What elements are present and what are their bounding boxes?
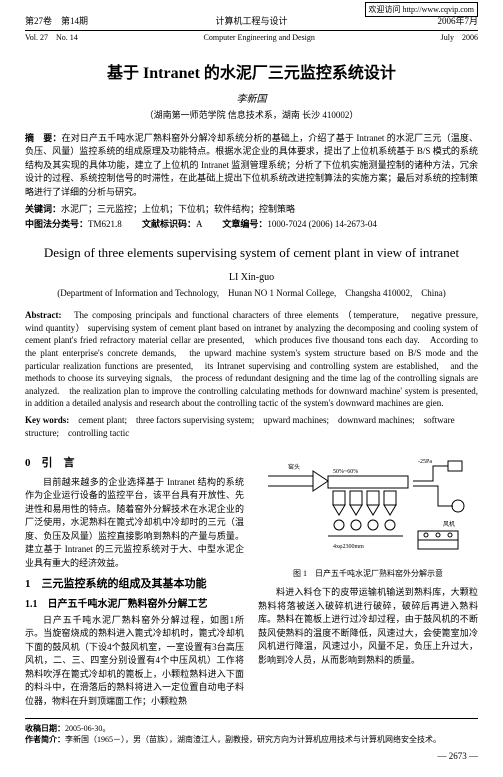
abstract-cn-text: 在对日产五千吨水泥厂熟料窑外分解冷却系统分析的基础上，介绍了基于 Intrane… xyxy=(25,133,478,197)
watermark-box: 欢迎访问 http://www.cqvip.com xyxy=(365,2,478,17)
footer-author: 李新国（1965－），男（苗族），湖南渣江人，副教授，研究方向为计算机应用技术与… xyxy=(65,735,441,744)
header-vol-cn: 第27卷 第14期 xyxy=(25,15,176,28)
fig-label-2: 4xφ2300mm xyxy=(333,544,364,550)
fig-label-1: 50%~60% xyxy=(333,469,358,475)
class-no: TM621.8 xyxy=(88,219,122,229)
page-number: — 2673 — xyxy=(25,750,478,763)
footer-author-line: 作者简介：李新国（1965－），男（苗族），湖南渣江人，副教授，研究方向为计算机… xyxy=(25,734,478,745)
footer-recv-label: 收稿日期： xyxy=(25,724,65,733)
abstract-en-block: Abstract: The composing principals and f… xyxy=(25,309,478,410)
author-en: LI Xin-guo xyxy=(25,271,478,285)
article-no-label: 文章编号： xyxy=(222,219,267,229)
classification-block: 中图法分类号：TM621.8 文献标识码：A 文章编号：1000-7024 (2… xyxy=(25,218,478,231)
abstract-en-label: Abstract: xyxy=(25,310,62,320)
keywords-cn-block: 关键词：水泥厂；三元监控；上位机；下位机；软件结构；控制策略 xyxy=(25,203,478,216)
left-column: 0 引 言 目前越来越多的企业选择基于 Intranet 结构的系统作为企业运行… xyxy=(25,449,244,710)
title-en: Design of three elements supervising sys… xyxy=(25,244,478,262)
figure-1-svg: 50%~60% 4xφ2300mm 窑头 -2 xyxy=(258,451,478,566)
header-date-en: July 2006 xyxy=(441,32,478,43)
article-no: 1000-7024 (2006) 14-2673-04 xyxy=(267,219,377,229)
right-column: 50%~60% 4xφ2300mm 窑头 -2 xyxy=(258,449,478,710)
keywords-en-text: cement plant; three factors supervising … xyxy=(25,415,455,438)
keywords-en-label: Key words: xyxy=(25,415,69,425)
sec1-1-p2: 料进入料仓下的皮带运输机输送到熟料库，大颗粒熟料将落被送入破碎机进行破碎，破碎后… xyxy=(258,586,478,667)
author-cn: 李新国 xyxy=(25,93,478,107)
sec1-head: 1 三元监控系统的组成及其基本功能 xyxy=(25,576,244,593)
title-cn: 基于 Intranet 的水泥厂三元监控系统设计 xyxy=(25,63,478,85)
journal-header: 第27卷 第14期 计算机工程与设计 2006年7月 xyxy=(25,15,478,31)
sec0-head: 0 引 言 xyxy=(25,455,244,472)
header-journal-en: Computer Engineering and Design xyxy=(204,32,315,43)
watermark-text: 欢迎访问 http://www.cqvip.com xyxy=(369,5,474,14)
abstract-cn-block: 摘 要：在对日产五千吨水泥厂熟料窑外分解冷却系统分析的基础上，介绍了基于 Int… xyxy=(25,132,478,200)
keywords-cn-label: 关键词： xyxy=(25,204,61,214)
doc-code: A xyxy=(196,219,202,229)
footer-recv: 2005-06-30。 xyxy=(65,724,110,733)
journal-header-en: Vol. 27 No. 14 Computer Engineering and … xyxy=(25,32,478,43)
footer-recv-line: 收稿日期：2005-06-30。 xyxy=(25,723,478,734)
keywords-en-block: Key words: cement plant; three factors s… xyxy=(25,414,478,439)
fig-label-fan: 风机 xyxy=(443,520,455,528)
affil-cn: （湖南第一师范学院 信息技术系，湖南 长沙 410002） xyxy=(25,109,478,122)
body-columns: 0 引 言 目前越来越多的企业选择基于 Intranet 结构的系统作为企业运行… xyxy=(25,449,478,710)
abstract-en-text: The composing principals and functional … xyxy=(25,310,487,408)
abstract-cn-label: 摘 要： xyxy=(25,133,62,143)
affil-en: (Department of Information and Technolog… xyxy=(25,287,478,300)
footer-block: 收稿日期：2005-06-30。 作者简介：李新国（1965－），男（苗族），湖… xyxy=(25,718,478,745)
figure-1-caption: 图 1 日产五千吨水泥厂熟料窑外分解示意 xyxy=(258,568,478,580)
doc-code-label: 文献标识码： xyxy=(142,219,196,229)
sec0-p1: 目前越来越多的企业选择基于 Intranet 结构的系统作为企业运行设备的监控平… xyxy=(25,476,244,571)
class-label: 中图法分类号： xyxy=(25,219,88,229)
header-vol-en: Vol. 27 No. 14 xyxy=(25,32,78,43)
keywords-cn-text: 水泥厂；三元监控；上位机；下位机；软件结构；控制策略 xyxy=(61,204,295,214)
sec1-1-head: 1.1 日产五千吨水泥厂熟料窑外分解工艺 xyxy=(25,597,244,612)
fig-label-0: 窑头 xyxy=(288,463,300,471)
header-journal-cn: 计算机工程与设计 xyxy=(176,15,327,28)
sec1-1-p1: 日产五千吨水泥厂熟料窑外分解过程，如图1所示。当旋窑烧成的熟料进入篦式冷却机时，… xyxy=(25,614,244,709)
figure-1: 50%~60% 4xφ2300mm 窑头 -2 xyxy=(258,451,478,580)
fig-label-press: -25Pa xyxy=(418,459,432,465)
footer-author-label: 作者简介： xyxy=(25,735,65,744)
